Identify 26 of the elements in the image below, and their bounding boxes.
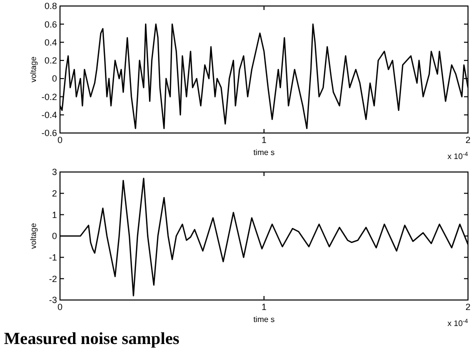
y-tick-label: 3 — [52, 167, 57, 178]
y-tick-label: -0.6 — [41, 128, 57, 138]
y-tick-label: 0 — [52, 231, 57, 242]
y-tick-label: 2 — [52, 188, 57, 198]
y-tick-label: -1 — [48, 252, 57, 262]
y-tick-label: 0.2 — [44, 56, 57, 66]
y-tick-label: 1 — [52, 210, 57, 220]
x-tick-label: 2 — [465, 135, 471, 145]
x-tick-label: 2 — [465, 302, 471, 312]
y-tick-label: 0.4 — [44, 37, 57, 48]
y-axis-title: voltage — [29, 56, 38, 82]
y-tick-label: -2 — [48, 274, 57, 284]
y-tick-label: 0.8 — [44, 1, 57, 12]
y-tick-label: -3 — [48, 295, 57, 306]
y-tick-label: -0.4 — [41, 110, 57, 120]
x-axis-title: time s — [253, 148, 275, 157]
y-tick-label: 0.6 — [44, 19, 57, 30]
x-tick-label: 1 — [261, 302, 267, 312]
text: x 10$^{-4}$ — [448, 151, 469, 161]
text: Measured noise samples — [4, 329, 180, 348]
y-tick-label: 0 — [52, 74, 57, 84]
text: x 10$^{-4}$ — [448, 318, 469, 328]
y-axis-title: voltage — [29, 222, 38, 249]
x-tick-label: 1 — [261, 135, 267, 145]
x-axis-title: time s — [253, 315, 275, 324]
y-tick-label: -0.2 — [41, 92, 57, 102]
